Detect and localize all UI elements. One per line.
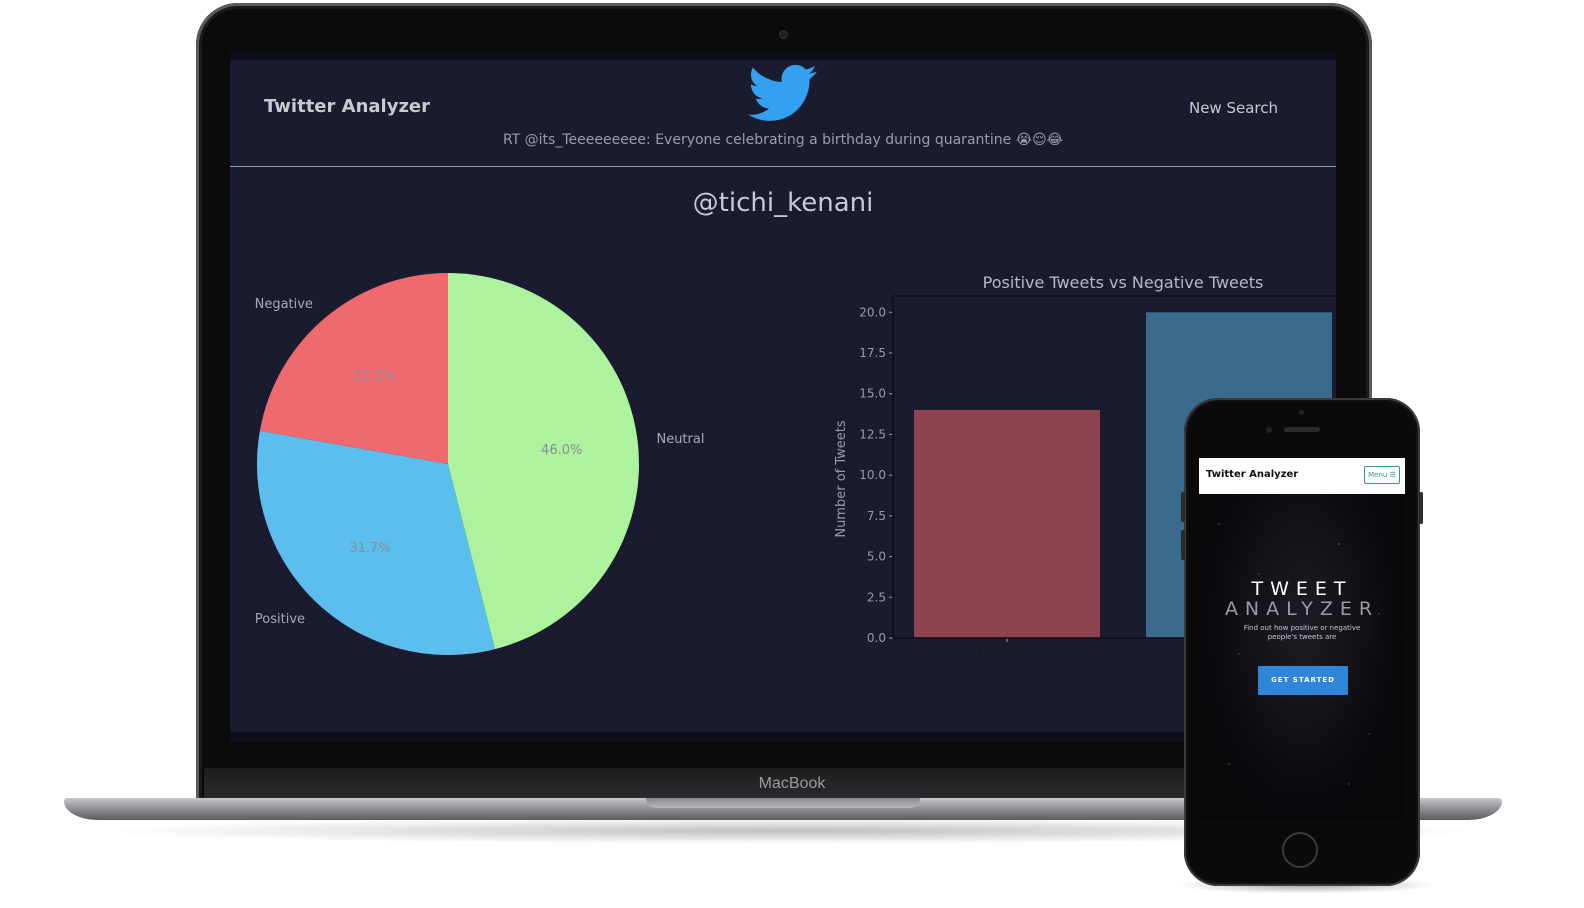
- hero-title-line-1: TWEET: [1251, 578, 1353, 600]
- laptop-screen: Twitter Analyzer New Search RT @its_Teee…: [230, 52, 1336, 742]
- phone-volume-button: [1181, 530, 1185, 560]
- get-started-button[interactable]: GET STARTED: [1258, 666, 1348, 695]
- latest-tweet-text: RT @its_Teeeeeeeee: Everyone celebrating…: [502, 132, 1064, 148]
- sentiment-pie-chart: 22.2% 31.7% 46.0% Negative Positive Neutral: [230, 252, 750, 692]
- mobile-hero: TWEET ANALYZER Find out how positive or …: [1199, 494, 1405, 820]
- x-tick-label: Negative: [978, 647, 1036, 662]
- bar-negative: [914, 410, 1100, 638]
- laptop-brand-label: MacBook: [758, 775, 826, 792]
- phone-volume-button: [1181, 492, 1185, 522]
- screen-top-bar: [230, 52, 1336, 60]
- sentiment-bar-chart: Positive Tweets vs Negative Tweets 0.0 2.5…: [825, 266, 1336, 706]
- mobile-brand-link[interactable]: Twitter Analyzer: [1206, 469, 1299, 480]
- webcam-icon: [780, 31, 787, 38]
- phone-camera-icon: [1266, 427, 1272, 433]
- y-tick-label: 12.5: [859, 427, 886, 441]
- phone-sensor: [1299, 410, 1304, 415]
- new-search-link[interactable]: New Search: [1188, 99, 1278, 117]
- y-tick-label: 5.0: [867, 550, 886, 564]
- pie-chart-svg: 22.2% 31.7% 46.0% Negative Positive Neutral: [255, 273, 704, 655]
- bar-chart-svg: Positive Tweets vs Negative Tweets 0.0 2.5…: [834, 273, 1336, 662]
- laptop-chin: [204, 768, 1364, 800]
- pie-category-label: Positive: [255, 612, 305, 627]
- y-tick-label: 7.5: [867, 509, 886, 523]
- screen-bottom-strip: [230, 732, 1336, 742]
- y-tick-label: 17.5: [859, 346, 886, 360]
- y-tick-label: 15.0: [859, 387, 886, 401]
- pie-slice-negative: [259, 273, 448, 464]
- phone-speaker: [1284, 427, 1320, 432]
- page-title: @tichi_kenani: [692, 188, 874, 218]
- twitter-bird-icon: [748, 64, 817, 121]
- hero-subtitle: Find out how positive or negative people…: [1243, 624, 1361, 641]
- y-tick-label: 2.5: [867, 590, 886, 604]
- pie-percent-label: 31.7%: [349, 541, 390, 556]
- phone-home-button[interactable]: [1282, 832, 1318, 868]
- laptop-hinge-notch: [646, 798, 920, 808]
- y-tick-label: 10.0: [859, 468, 886, 482]
- hero-title-line-2: ANALYZER: [1224, 598, 1380, 620]
- phone-screen: Twitter Analyzer Menu ☰ TWEET ANALYZER F…: [1199, 458, 1405, 820]
- pie-slice-positive: [257, 430, 495, 655]
- pie-percent-label: 46.0%: [541, 443, 582, 458]
- mobile-navbar: Twitter Analyzer Menu ☰: [1199, 458, 1405, 494]
- pie-slice-neutral: [448, 273, 639, 650]
- bar-chart-title: Positive Tweets vs Negative Tweets: [983, 273, 1264, 292]
- y-tick-label: 0.0: [867, 631, 886, 645]
- laptop-base: [64, 798, 1502, 820]
- mobile-menu-button[interactable]: Menu ☰: [1364, 466, 1400, 484]
- phone-power-button: [1419, 492, 1423, 524]
- pie-percent-label: 22.2%: [354, 369, 395, 384]
- pie-category-label: Negative: [255, 297, 313, 312]
- pie-category-label: Neutral: [656, 432, 704, 447]
- y-tick-label: 20.0: [859, 305, 886, 319]
- navbar: Twitter Analyzer New Search RT @its_Teee…: [230, 60, 1336, 166]
- navbar-divider: [230, 166, 1336, 167]
- y-axis-label: Number of Tweets: [834, 420, 849, 538]
- brand-link[interactable]: Twitter Analyzer: [264, 96, 431, 117]
